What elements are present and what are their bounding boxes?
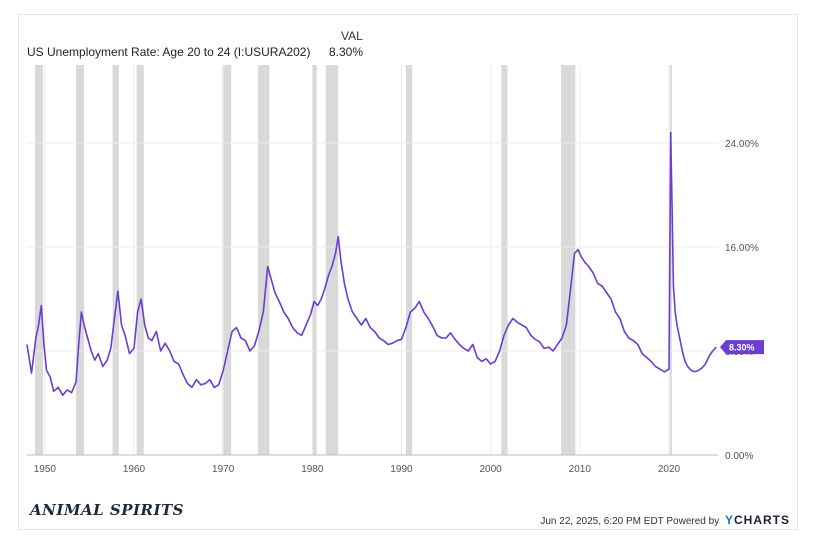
- recession-band: [136, 65, 144, 455]
- footer-powered-by: Powered by: [666, 516, 720, 527]
- x-tick-label: 1980: [301, 464, 324, 475]
- x-tick-label: 1960: [123, 464, 146, 475]
- x-tick-label: 2010: [569, 464, 592, 475]
- chart-footer: Jun 22, 2025, 6:20 PM EDT Powered by YCH…: [540, 513, 790, 527]
- recession-band: [35, 65, 44, 455]
- recession-band: [669, 65, 672, 455]
- legend-column-header: VAL: [341, 29, 363, 43]
- y-tick-label: 24.00%: [725, 139, 759, 150]
- last-value-label: 8.30%: [729, 343, 755, 353]
- y-tick-label: 16.00%: [725, 243, 759, 254]
- y-tick-label: 0.00%: [725, 451, 753, 462]
- x-tick-label: 1950: [34, 464, 57, 475]
- series-line: [26, 131, 717, 396]
- last-value-flag: [720, 340, 764, 355]
- legend-series-name[interactable]: US Unemployment Rate: Age 20 to 24 (I:US…: [27, 45, 311, 59]
- recession-band: [501, 65, 508, 455]
- x-tick-label: 2000: [480, 464, 503, 475]
- x-tick-label: 1970: [212, 464, 235, 475]
- animal-spirits-logo: ANIMAL SPIRITS: [30, 501, 184, 519]
- x-tick-label: 1990: [390, 464, 413, 475]
- recession-band: [222, 65, 232, 455]
- footer-timestamp: Jun 22, 2025, 6:20 PM EDT: [540, 516, 664, 527]
- recession-band: [325, 65, 339, 455]
- recession-band: [112, 65, 119, 455]
- ycharts-logo-text: CHARTS: [734, 513, 790, 527]
- recession-band: [257, 65, 270, 455]
- ycharts-logo-initial: Y: [724, 513, 734, 527]
- legend-series-value: 8.30%: [329, 45, 364, 59]
- recession-band: [76, 65, 85, 455]
- x-tick-label: 2020: [658, 464, 681, 475]
- recession-band: [561, 65, 576, 455]
- recession-band: [312, 65, 317, 455]
- recession-band: [405, 65, 413, 455]
- ycharts-logo[interactable]: YCHARTS: [725, 513, 790, 527]
